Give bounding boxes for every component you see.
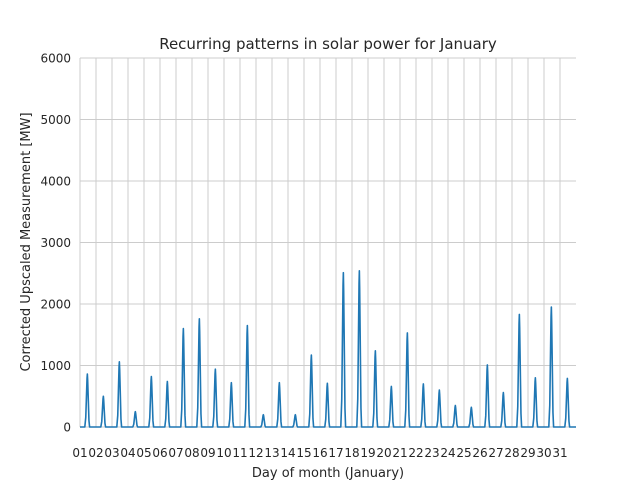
x-tick-label: 31 bbox=[552, 446, 567, 460]
x-tick-label: 03 bbox=[104, 446, 119, 460]
x-tick-label: 22 bbox=[408, 446, 423, 460]
x-tick-label: 18 bbox=[344, 446, 359, 460]
y-axis-label: Corrected Upscaled Measurement [MW] bbox=[19, 112, 34, 371]
y-tick-label: 0 bbox=[63, 421, 71, 435]
grid-lines bbox=[79, 57, 576, 428]
x-tick-label: 26 bbox=[472, 446, 487, 460]
x-tick-label: 15 bbox=[296, 446, 311, 460]
y-tick-label: 1000 bbox=[40, 359, 71, 373]
x-tick-label: 06 bbox=[152, 446, 167, 460]
x-tick-label: 02 bbox=[88, 446, 103, 460]
y-tick-label: 3000 bbox=[40, 236, 71, 250]
x-tick-label: 12 bbox=[248, 446, 263, 460]
x-tick-label: 24 bbox=[440, 446, 455, 460]
series-layer bbox=[80, 269, 576, 428]
x-tick-label: 21 bbox=[392, 446, 407, 460]
x-tick-label: 07 bbox=[168, 446, 183, 460]
x-tick-label: 05 bbox=[136, 446, 151, 460]
chart-title: Recurring patterns in solar power for Ja… bbox=[159, 35, 497, 53]
x-tick-label: 01 bbox=[72, 446, 87, 460]
x-tick-label: 13 bbox=[264, 446, 279, 460]
y-tick-label: 4000 bbox=[40, 175, 71, 189]
series-line-solar-power bbox=[80, 269, 576, 428]
x-tick-label: 28 bbox=[504, 446, 519, 460]
x-tick-label: 29 bbox=[520, 446, 535, 460]
x-axis-label: Day of month (January) bbox=[252, 466, 404, 480]
x-tick-label: 11 bbox=[232, 446, 247, 460]
x-tick-label: 08 bbox=[184, 446, 199, 460]
x-tick-label: 19 bbox=[360, 446, 375, 460]
x-tick-label: 14 bbox=[280, 446, 295, 460]
x-tick-labels: 01 02 03 04 05 06 07 08 09 10 11 12 13 14 15 16 17 18 19 20… bbox=[72, 446, 567, 460]
x-tick-label: 04 bbox=[120, 446, 135, 460]
x-tick-label: 16 bbox=[312, 446, 327, 460]
y-tick-label: 2000 bbox=[40, 298, 71, 312]
y-tick-label: 5000 bbox=[40, 113, 71, 127]
x-tick-label: 10 bbox=[216, 446, 231, 460]
x-tick-label: 30 bbox=[536, 446, 551, 460]
x-tick-label: 09 bbox=[200, 446, 215, 460]
x-tick-label: 17 bbox=[328, 446, 343, 460]
y-tick-label: 6000 bbox=[40, 52, 71, 66]
x-tick-label: 23 bbox=[424, 446, 439, 460]
x-tick-label: 27 bbox=[488, 446, 503, 460]
x-tick-label: 25 bbox=[456, 446, 471, 460]
y-tick-labels: 0 1000 2000 3000 4000 5000 6000 bbox=[40, 52, 71, 435]
x-tick-label: 20 bbox=[376, 446, 391, 460]
